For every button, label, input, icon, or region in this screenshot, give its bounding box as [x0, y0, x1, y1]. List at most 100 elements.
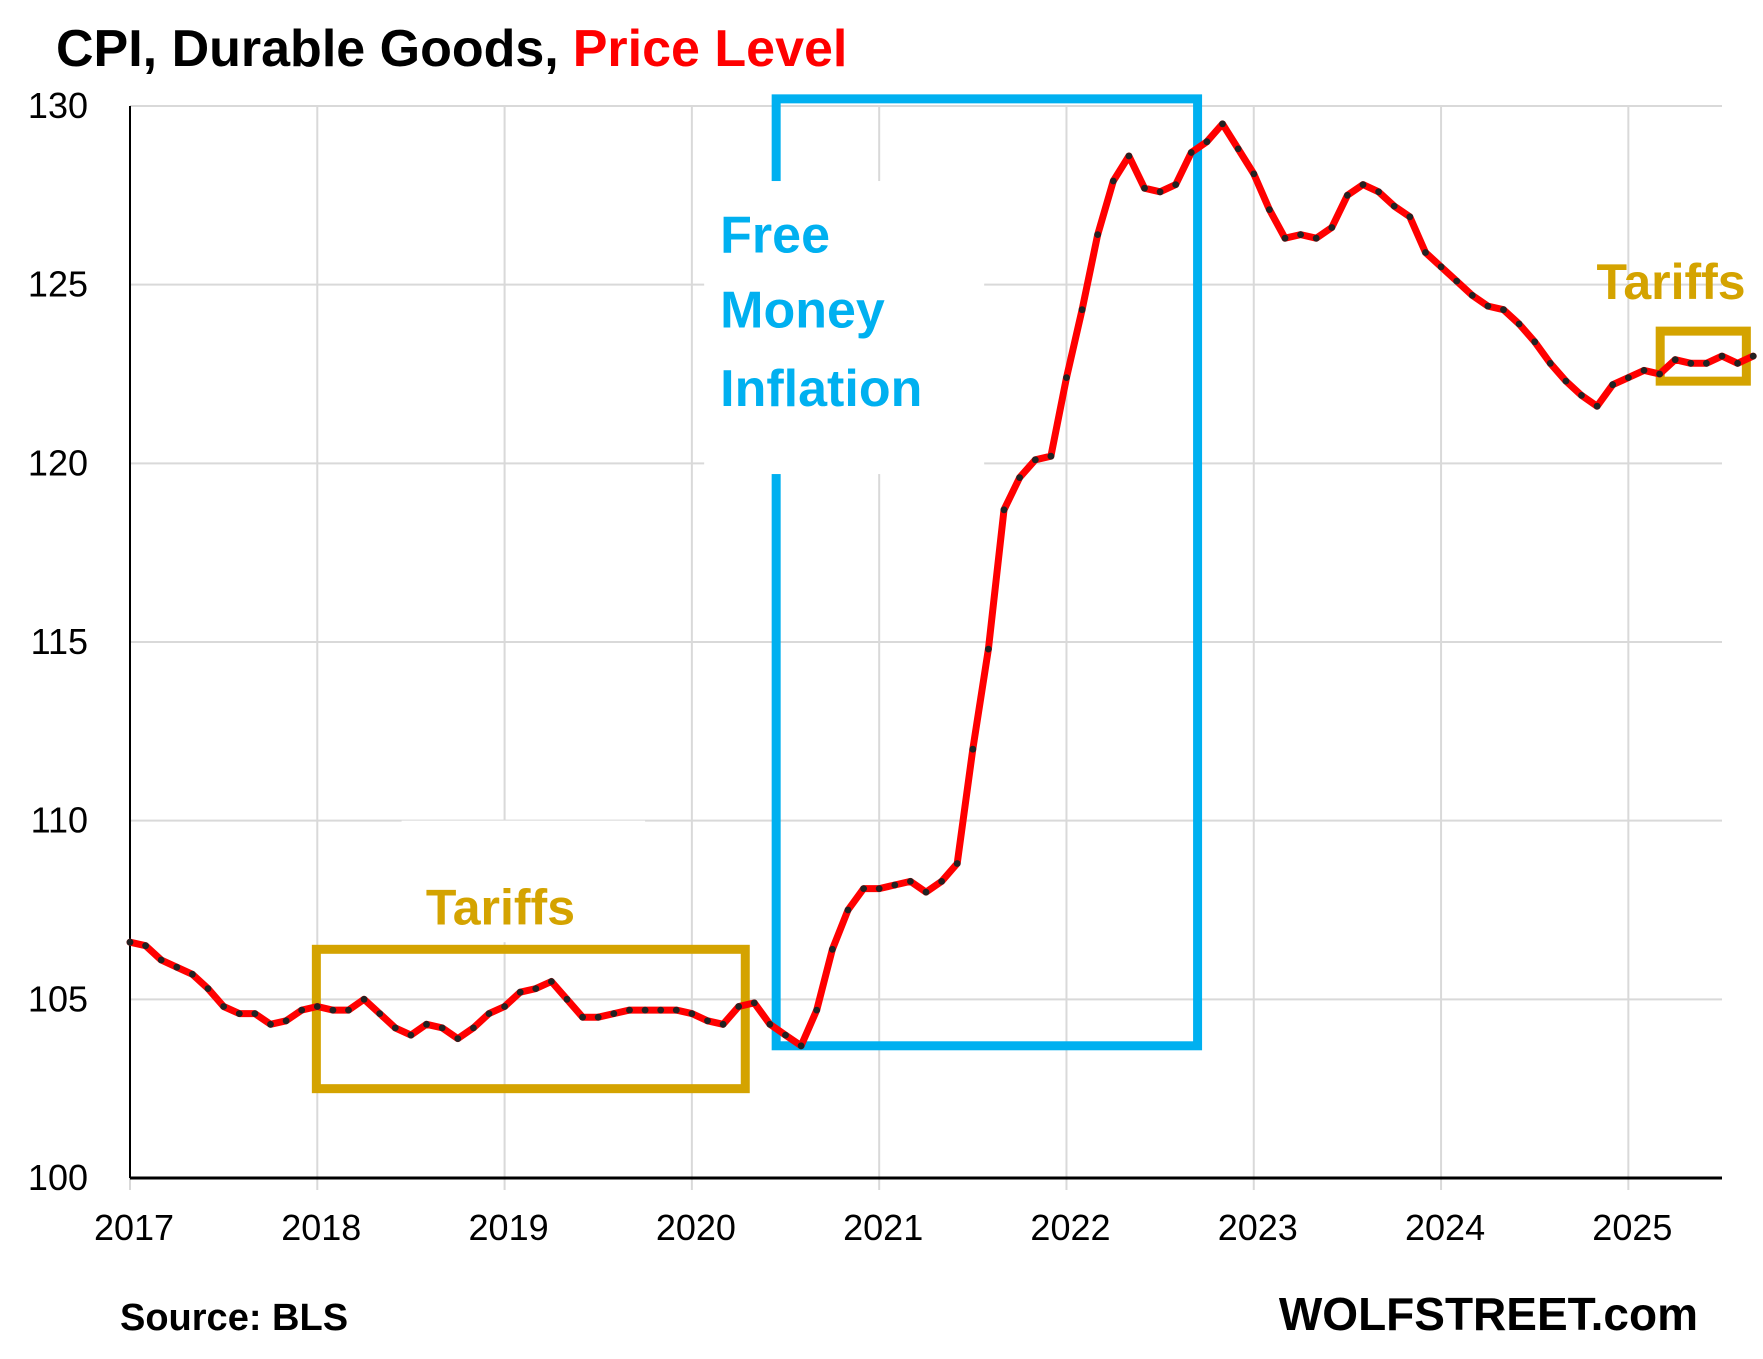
data-point-65: [1141, 184, 1148, 192]
x-axis-ticks: 2017 2018 2019 2020 2021 2022 2023 2024 2025: [94, 1207, 1672, 1248]
data-point-40: [750, 999, 758, 1007]
data-point-35: [672, 1006, 680, 1014]
data-point-85: [1453, 277, 1461, 285]
data-point-91: [1546, 359, 1554, 367]
data-point-44: [813, 1006, 821, 1014]
data-point-15: [360, 995, 368, 1003]
data-point-71: [1234, 145, 1242, 153]
data-point-26: [532, 985, 540, 992]
data-point-19: [423, 1020, 430, 1028]
x-tick-label-2017: 2017: [94, 1207, 174, 1248]
annotation-money: Money: [720, 282, 885, 340]
data-point-104: [1749, 352, 1757, 360]
data-point-13: [329, 1006, 337, 1014]
y-tick-label-125: 125: [28, 264, 88, 305]
y-tick-label-105: 105: [28, 978, 88, 1019]
tariffs-box-2025: [1655, 326, 1751, 386]
data-point-60: [1063, 374, 1070, 381]
annotation-inflation: Inflation: [720, 360, 922, 418]
data-point-47: [860, 885, 867, 892]
data-point-79: [1359, 181, 1367, 189]
data-point-101: [1703, 359, 1710, 367]
tariffs-label-backdrop: [401, 820, 646, 943]
data-point-87: [1484, 302, 1492, 310]
data-point-18: [407, 1031, 415, 1039]
data-point-80: [1375, 188, 1382, 196]
data-point-48: [875, 885, 883, 892]
data-point-32: [626, 1006, 633, 1014]
data-point-30: [594, 1013, 602, 1021]
data-point-95: [1609, 381, 1617, 389]
data-point-86: [1468, 292, 1476, 299]
data-point-70: [1219, 120, 1226, 128]
data-point-74: [1281, 234, 1289, 242]
data-point-17: [391, 1024, 399, 1032]
data-point-45: [829, 945, 836, 953]
data-point-82: [1406, 213, 1414, 221]
data-point-39: [735, 1003, 743, 1010]
data-point-89: [1515, 320, 1523, 328]
data-point-62: [1094, 231, 1102, 239]
data-point-59: [1047, 452, 1055, 460]
data-point-34: [657, 1006, 665, 1014]
data-point-0: [126, 938, 134, 946]
data-point-78: [1344, 191, 1351, 199]
data-point-50: [907, 878, 914, 885]
data-point-9: [267, 1020, 274, 1028]
data-point-41: [766, 1020, 774, 1028]
data-point-8: [251, 1010, 259, 1017]
data-point-11: [298, 1006, 306, 1014]
data-point-7: [235, 1010, 243, 1017]
x-tick-label-2021: 2021: [843, 1207, 923, 1248]
data-point-97: [1640, 367, 1648, 374]
data-point-28: [563, 995, 571, 1003]
data-point-23: [485, 1010, 493, 1017]
data-point-102: [1718, 352, 1726, 360]
annotation-free: Free: [720, 207, 830, 265]
source-label: Source: BLS: [120, 1297, 348, 1339]
data-point-14: [345, 1006, 352, 1014]
x-tick-label-2025: 2025: [1592, 1207, 1672, 1248]
data-point-88: [1500, 306, 1507, 314]
free-money-label-backdrop: [704, 181, 985, 475]
data-point-81: [1390, 202, 1398, 210]
y-tick-label-120: 120: [28, 442, 88, 483]
free-money-box: [771, 94, 1203, 1051]
data-point-94: [1593, 402, 1601, 410]
data-point-57: [1016, 474, 1023, 481]
data-point-93: [1578, 392, 1585, 399]
data-point-38: [719, 1020, 727, 1028]
brand-label: WOLFSTREET.com: [1279, 1288, 1698, 1340]
data-point-92: [1562, 377, 1570, 385]
y-tick-label-115: 115: [31, 621, 88, 662]
data-point-76: [1312, 234, 1320, 242]
data-point-12: [313, 1003, 321, 1010]
data-point-66: [1156, 188, 1164, 196]
chart-title: CPI, Durable Goods, Price Level: [56, 20, 847, 78]
data-point-68: [1187, 149, 1195, 156]
data-point-37: [704, 1017, 711, 1025]
data-point-49: [891, 881, 899, 889]
data-point-75: [1297, 231, 1304, 239]
data-point-22: [470, 1024, 477, 1032]
tariffs-box-2018: [311, 944, 750, 1094]
data-point-31: [610, 1010, 618, 1017]
data-point-36: [688, 1010, 696, 1017]
data-point-100: [1687, 359, 1695, 367]
x-tick-label-2020: 2020: [656, 1207, 736, 1248]
x-tick-label-2024: 2024: [1405, 1207, 1485, 1248]
data-point-3: [173, 963, 181, 971]
x-tick-label-2023: 2023: [1218, 1207, 1298, 1248]
data-point-69: [1203, 138, 1211, 146]
x-tick-label-2018: 2018: [281, 1207, 361, 1248]
y-tick-label-110: 110: [31, 800, 88, 841]
data-point-2: [157, 956, 165, 964]
data-point-43: [797, 1042, 805, 1050]
data-point-6: [220, 1003, 228, 1010]
data-point-29: [579, 1013, 586, 1021]
data-point-98: [1656, 370, 1663, 378]
data-point-20: [438, 1024, 446, 1032]
data-point-54: [969, 745, 977, 753]
data-point-56: [1000, 506, 1008, 514]
